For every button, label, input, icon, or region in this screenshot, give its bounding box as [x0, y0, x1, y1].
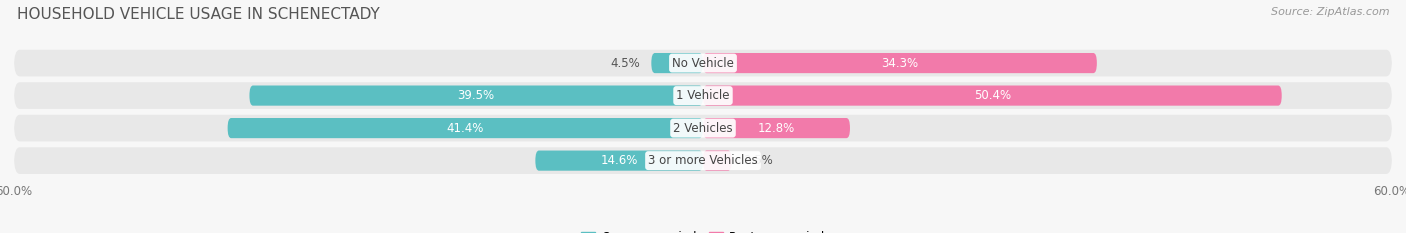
FancyBboxPatch shape	[651, 53, 703, 73]
Text: 34.3%: 34.3%	[882, 57, 918, 70]
FancyBboxPatch shape	[14, 82, 1392, 109]
Text: No Vehicle: No Vehicle	[672, 57, 734, 70]
Text: 14.6%: 14.6%	[600, 154, 638, 167]
FancyBboxPatch shape	[703, 86, 1282, 106]
FancyBboxPatch shape	[14, 147, 1392, 174]
FancyBboxPatch shape	[703, 53, 1097, 73]
Text: HOUSEHOLD VEHICLE USAGE IN SCHENECTADY: HOUSEHOLD VEHICLE USAGE IN SCHENECTADY	[17, 7, 380, 22]
Legend: Owner-occupied, Renter-occupied: Owner-occupied, Renter-occupied	[576, 226, 830, 233]
Text: 3 or more Vehicles: 3 or more Vehicles	[648, 154, 758, 167]
Text: 41.4%: 41.4%	[447, 122, 484, 135]
Text: 4.5%: 4.5%	[610, 57, 640, 70]
FancyBboxPatch shape	[536, 151, 703, 171]
FancyBboxPatch shape	[703, 118, 851, 138]
FancyBboxPatch shape	[249, 86, 703, 106]
FancyBboxPatch shape	[14, 115, 1392, 141]
Text: 12.8%: 12.8%	[758, 122, 796, 135]
FancyBboxPatch shape	[228, 118, 703, 138]
Text: Source: ZipAtlas.com: Source: ZipAtlas.com	[1271, 7, 1389, 17]
Text: 1 Vehicle: 1 Vehicle	[676, 89, 730, 102]
Text: 2 Vehicles: 2 Vehicles	[673, 122, 733, 135]
FancyBboxPatch shape	[14, 50, 1392, 76]
Text: 50.4%: 50.4%	[974, 89, 1011, 102]
Text: 2.5%: 2.5%	[744, 154, 773, 167]
FancyBboxPatch shape	[703, 151, 731, 171]
Text: 39.5%: 39.5%	[458, 89, 495, 102]
